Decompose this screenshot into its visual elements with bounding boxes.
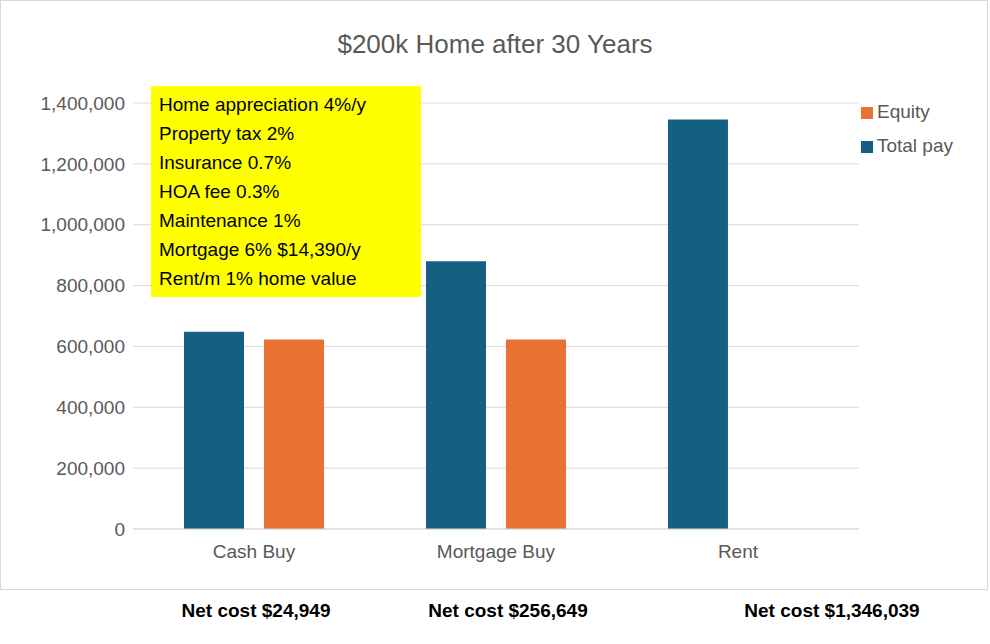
- html-text:Rent/m 1% home value: Rent/m 1% home value: [159, 268, 357, 289]
- html-text:Net cost $1,346,039: Net cost $1,346,039: [744, 600, 920, 621]
- svg-text:0: 0: [114, 519, 125, 540]
- svg-text:Rent: Rent: [718, 541, 759, 562]
- html-text:Insurance 0.7%: Insurance 0.7%: [159, 152, 291, 173]
- svg-text:Cash Buy: Cash Buy: [213, 541, 296, 562]
- html-text:Mortgage 6% $14,390/y: Mortgage 6% $14,390/y: [159, 239, 361, 260]
- svg-text:Mortgage Buy: Mortgage Buy: [437, 541, 556, 562]
- html-text:Total pay: Total pay: [877, 135, 953, 156]
- svg-text:1,200,000: 1,200,000: [40, 154, 125, 175]
- svg-text:200,000: 200,000: [56, 458, 125, 479]
- html-text:Maintenance 1%: Maintenance 1%: [159, 210, 301, 231]
- html-text:$200k Home after 30 Years: $200k Home after 30 Years: [337, 29, 653, 59]
- html-text:Net cost $256,649: Net cost $256,649: [428, 600, 588, 621]
- html-text:Net cost $24,949: Net cost $24,949: [181, 600, 331, 621]
- svg-text:1,000,000: 1,000,000: [40, 214, 125, 235]
- html-text:Property tax 2%: Property tax 2%: [159, 123, 295, 144]
- svg-text:800,000: 800,000: [56, 275, 125, 296]
- html-text:HOA fee 0.3%: HOA fee 0.3%: [159, 181, 280, 202]
- html-text:Equity: Equity: [877, 101, 930, 122]
- svg-text:1,400,000: 1,400,000: [40, 93, 125, 114]
- svg-text:400,000: 400,000: [56, 397, 125, 418]
- html-text:Home appreciation 4%/y: Home appreciation 4%/y: [159, 94, 366, 115]
- svg-text:600,000: 600,000: [56, 336, 125, 357]
